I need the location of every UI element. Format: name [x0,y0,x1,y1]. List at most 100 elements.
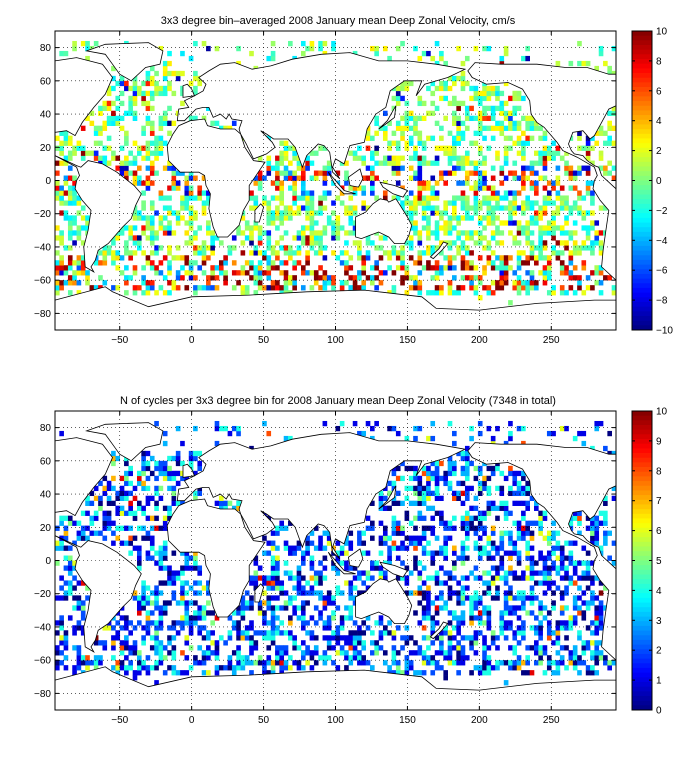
data-cell [525,195,530,201]
data-cell [443,475,448,482]
data-cell [300,205,306,211]
data-cell [516,525,522,531]
data-cell [577,170,582,176]
data-cell [447,610,453,616]
data-cell [430,230,436,236]
data-cell [546,610,552,616]
data-cell [149,240,155,246]
data-cell [279,160,285,166]
data-cell [361,280,367,286]
data-cell [171,655,177,661]
data-cell [426,50,431,57]
data-cell [426,645,431,651]
x-tick-label: 250 [543,335,560,346]
data-cell [266,670,272,676]
data-cell [348,230,354,236]
data-cell [188,270,194,276]
data-cell [447,265,453,271]
data-cell [477,630,483,636]
data-cell [516,190,522,196]
colorbar-tick-label: 9 [656,436,662,447]
data-cell [300,600,306,606]
colorbar-segment [632,579,652,585]
data-cell [400,670,405,676]
data-cell [352,600,358,606]
data-cell [288,40,293,47]
data-cell [227,430,233,437]
data-cell [270,245,276,251]
data-cell [67,585,73,591]
data-cell [603,205,608,211]
data-cell [85,45,90,52]
data-cell [132,175,138,181]
data-cell [516,220,522,226]
data-cell [417,260,423,266]
data-cell [318,275,323,281]
data-cell [171,625,177,631]
data-cell [551,200,556,206]
data-cell [102,105,108,112]
data-cell [128,620,133,626]
data-cell [326,655,332,661]
data-cell [149,635,155,641]
data-cell [590,180,595,186]
data-cell [611,140,617,146]
data-cell [460,525,466,531]
data-cell [318,570,323,576]
data-cell [598,520,604,526]
data-cell [132,485,138,492]
data-cell [512,200,518,206]
data-cell [534,190,539,196]
data-cell [292,265,297,271]
data-cell [426,475,431,482]
data-cell [357,650,362,656]
data-cell [577,560,582,566]
data-cell [430,290,436,296]
data-cell [521,605,526,611]
data-cell [296,160,302,166]
data-cell [326,640,332,646]
data-cell [534,640,539,646]
data-cell [516,265,522,271]
data-cell [361,200,367,206]
data-cell [477,100,483,107]
data-cell [111,640,116,646]
data-cell [607,135,612,141]
data-cell [275,650,280,656]
data-cell [400,560,405,566]
data-cell [512,650,518,656]
data-cell [59,640,64,646]
data-cell [249,275,254,281]
data-cell [154,420,159,427]
data-cell [473,140,479,146]
data-cell [594,520,600,526]
data-cell [335,635,341,641]
x-tick-label: 50 [258,335,270,346]
data-cell [145,175,151,181]
data-cell [309,665,315,671]
data-cell [102,490,108,497]
data-cell [124,280,129,286]
data-cell [72,230,77,236]
data-cell [102,145,108,151]
data-cell [499,535,505,541]
data-cell [257,260,263,266]
data-cell [296,545,302,551]
data-cell [564,150,569,156]
data-cell [503,680,509,686]
data-cell [603,495,608,501]
data-cell [439,250,444,256]
data-cell [197,605,203,611]
data-cell [490,185,496,191]
data-cell [568,185,574,191]
data-cell [447,525,453,531]
colorbar-segment [632,541,652,547]
data-cell [80,40,86,47]
data-cell [119,490,125,497]
data-cell [417,255,423,261]
data-cell [331,560,336,566]
data-cell [257,225,263,231]
data-cell [154,620,159,626]
data-cell [421,185,427,191]
data-cell [512,220,518,226]
